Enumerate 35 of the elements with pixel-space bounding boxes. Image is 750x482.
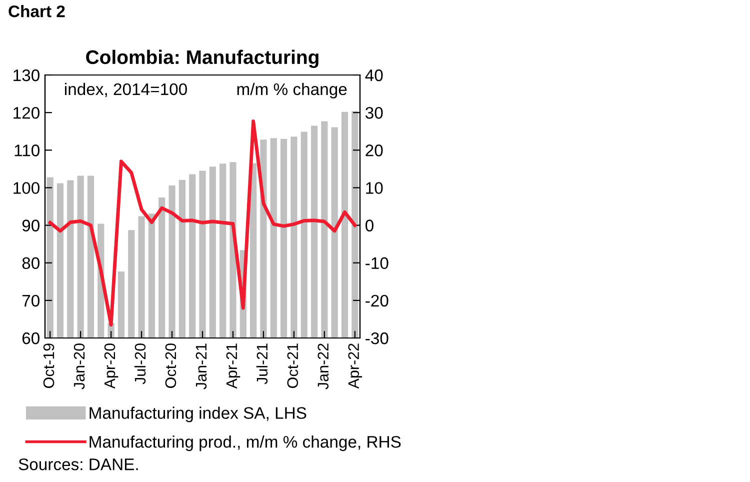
x-tick-label: Jan-21 [196, 344, 207, 390]
x-tick-label: Jul-20 [134, 343, 146, 384]
y-tick-label: 70 [22, 294, 40, 307]
line-series [48, 119, 357, 327]
y2-tick-label: 40 [365, 69, 383, 82]
x-tick-label: Oct-19 [43, 344, 54, 388]
y-tick-label: 60 [22, 332, 40, 344]
y2-tick-label: -20 [366, 294, 388, 307]
legend-label: Manufacturing prod., m/m % change, RHS [90, 436, 401, 452]
x-tick-label: Jan-20 [74, 343, 85, 390]
y2-tick-label: 0 [366, 220, 374, 232]
y-tick-label: 100 [14, 182, 40, 194]
y2-tick-label: -30 [366, 332, 388, 344]
x-tick-label: Oct-21 [287, 344, 298, 388]
y2-axis-title: m/m % change [237, 82, 347, 98]
y-tick-label: 110 [14, 144, 40, 156]
y2-tick-label: -10 [366, 257, 388, 270]
x-tick-label: Jan-22 [318, 344, 329, 390]
x-tick-label: Oct-20 [165, 343, 176, 388]
y2-tick-label: 10 [366, 182, 383, 194]
source-note: Sources: DANE. [18, 458, 138, 470]
y-tick-label: 130 [14, 69, 40, 82]
caption: Chart 2 [8, 5, 65, 18]
y-tick-label: 90 [22, 220, 40, 232]
chart-title: Colombia: Manufacturing [86, 50, 318, 68]
y-tick-label: 120 [14, 106, 40, 119]
y-axis-title: index, 2014=100 [65, 82, 187, 98]
y-tick-label: 80 [22, 257, 40, 270]
y2-tick-label: 20 [366, 144, 383, 156]
y2-tick-label: 30 [365, 106, 383, 119]
x-tick-label: Apr-20 [104, 343, 118, 389]
x-tick-label: Apr-22 [348, 344, 362, 389]
x-tick-label: Jul-21 [256, 344, 268, 384]
legend-label: Manufacturing index SA, LHS [90, 406, 306, 422]
x-tick-label: Apr-21 [226, 344, 240, 389]
